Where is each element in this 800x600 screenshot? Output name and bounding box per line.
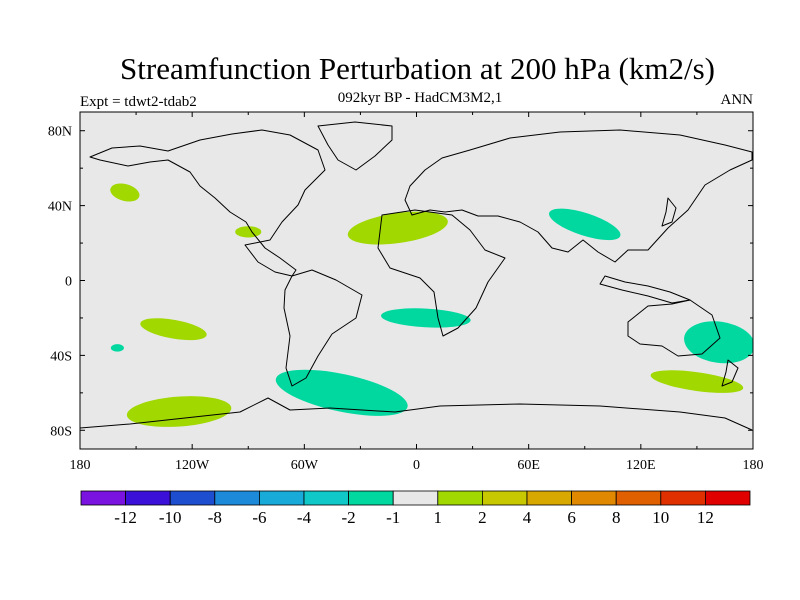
lon-tick-label: 120E — [626, 458, 656, 473]
colorbar-box — [169, 490, 216, 506]
lat-tick-label: 40N — [48, 200, 72, 215]
colorbar-label: -4 — [297, 508, 312, 527]
anomaly-australia-low — [684, 321, 753, 364]
anomaly-southern-indian-high — [650, 370, 744, 393]
lon-tick-label: 180 — [743, 458, 764, 473]
colorbar-box — [660, 490, 706, 506]
colorbar-box — [214, 490, 260, 506]
anomaly-north-pacific — [110, 183, 140, 202]
coast-south-america — [283, 269, 363, 387]
axis-ticks: 80N 40N 0 40S 80S 180 120W 60W 0 60E 120E 180 — [48, 112, 764, 473]
coast-new-zealand — [721, 359, 739, 387]
coastlines — [80, 121, 753, 431]
colorbar-label: -8 — [208, 508, 222, 527]
colorbar-label: -10 — [159, 508, 182, 527]
lat-tick-label: 40S — [50, 349, 72, 364]
colorbar-label: 6 — [567, 508, 576, 527]
colorbar-label: 2 — [478, 508, 487, 527]
colorbar-label: 1 — [434, 508, 443, 527]
anomaly-south-atlantic-low — [381, 308, 471, 328]
colorbar-box — [571, 490, 617, 506]
colorbar-box — [125, 490, 171, 506]
season-label: ANN — [720, 92, 754, 108]
map-background — [80, 112, 753, 449]
colorbar-label: -2 — [342, 508, 356, 527]
coast-antarctica — [80, 397, 753, 431]
colorbar-box — [258, 490, 305, 506]
colorbar-label: -6 — [252, 508, 266, 527]
colorbar-label: -12 — [114, 508, 137, 527]
colorbar-label: 12 — [697, 508, 714, 527]
lon-tick-label: 180 — [70, 458, 91, 473]
colorbar-box — [615, 490, 662, 506]
lon-tick-label: 0 — [413, 458, 420, 473]
coast-north-america — [89, 129, 326, 277]
lon-tick-label: 60W — [291, 458, 319, 473]
colorbar-label: -1 — [386, 508, 400, 527]
lon-tick-label: 60E — [517, 458, 540, 473]
anomaly-south-pacific-small-low — [110, 344, 124, 352]
lat-tick-label: 80S — [50, 424, 72, 439]
colorbar-box — [481, 490, 528, 506]
colorbar-label: 8 — [612, 508, 621, 527]
colorbar-label: 4 — [523, 508, 532, 527]
colorbar: -12 -10 -8 -6 -4 -2 -1 1 2 4 6 8 10 12 — [80, 490, 751, 527]
chart-subtitle: 092kyr BP - HadCM3M2,1 — [337, 90, 503, 106]
anomaly-asia-low — [549, 208, 621, 241]
coast-greenland — [317, 121, 393, 171]
colorbar-box — [392, 490, 439, 506]
lon-tick-label: 120W — [175, 458, 210, 473]
chart-title: Streamfunction Perturbation at 200 hPa (… — [120, 51, 715, 86]
coast-africa — [377, 209, 506, 337]
colorbar-label: 10 — [652, 508, 669, 527]
anomaly-south-america-low — [275, 369, 408, 416]
colorbar-box — [303, 490, 349, 506]
colorbar-box — [526, 490, 572, 506]
lat-tick-label: 0 — [65, 275, 72, 290]
anomaly-north-atlantic — [347, 211, 448, 245]
coast-japan — [661, 197, 677, 227]
anomaly-regions — [110, 183, 753, 427]
anomaly-south-pacific — [140, 318, 207, 341]
anomaly-gulf-mexico — [235, 226, 262, 238]
coast-australia — [627, 299, 721, 357]
anomaly-southern-pacific-high — [126, 396, 232, 427]
colorbar-box — [437, 490, 483, 506]
lat-tick-label: 80N — [48, 125, 72, 140]
colorbar-box — [705, 490, 751, 506]
experiment-label: Expt = tdwt2-tdab2 — [80, 94, 197, 110]
colorbar-box — [348, 490, 394, 506]
coast-eurasia — [404, 129, 753, 263]
colorbar-box — [80, 490, 126, 506]
